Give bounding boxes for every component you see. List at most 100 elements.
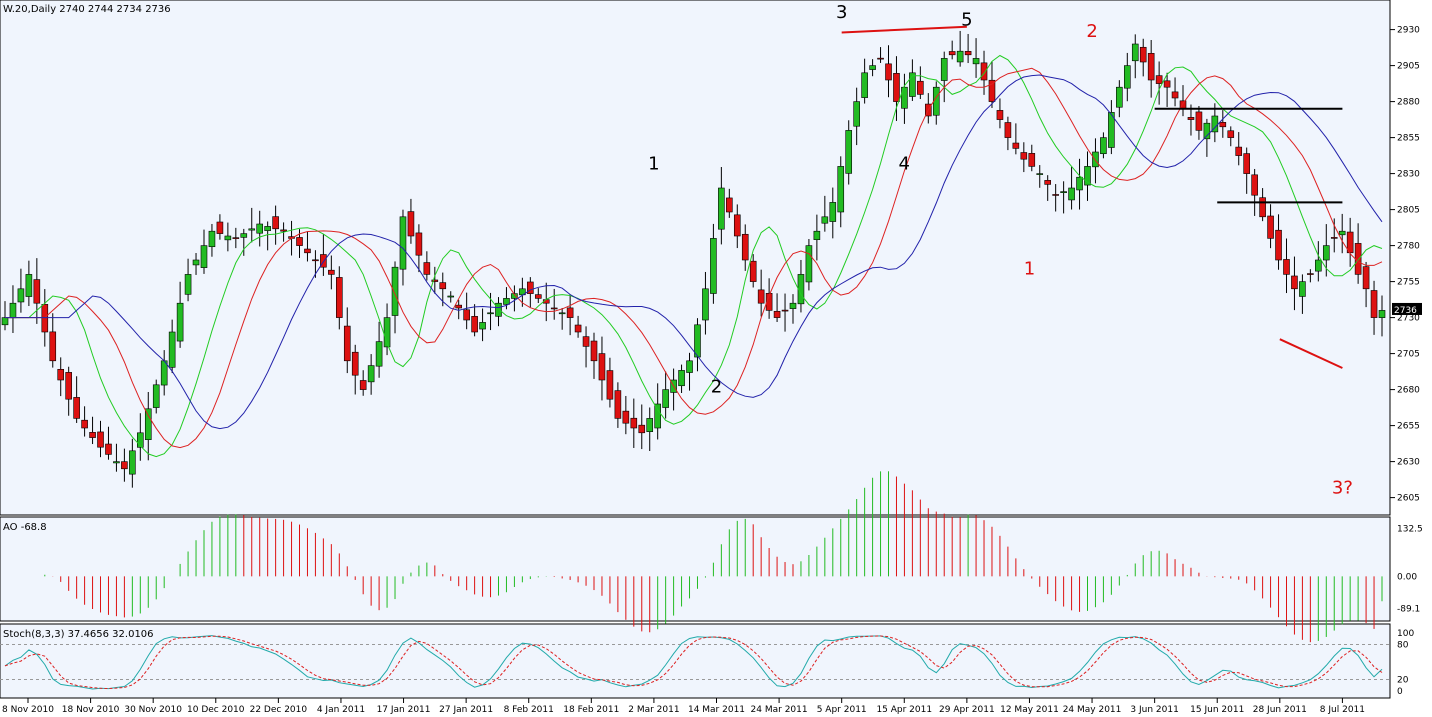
candle-body bbox=[1299, 281, 1306, 297]
candle-body bbox=[113, 461, 120, 464]
price-title: W.20,Daily 2740 2744 2734 2736 bbox=[3, 4, 171, 15]
date-tick-label: 28 Jun 2011 bbox=[1253, 705, 1307, 715]
candle-body bbox=[1068, 187, 1075, 201]
candle-body bbox=[877, 57, 884, 60]
candle-body bbox=[996, 110, 1004, 120]
candle-body bbox=[765, 293, 773, 311]
candle-body bbox=[813, 230, 821, 240]
candle-body bbox=[168, 331, 176, 368]
date-tick-label: 18 Nov 2010 bbox=[62, 705, 120, 715]
date-tick-label: 8 Jul 2011 bbox=[1320, 705, 1365, 715]
date-tick-label: 10 Dec 2010 bbox=[187, 705, 245, 715]
candle-body bbox=[1315, 259, 1322, 272]
stoch-main-line bbox=[4, 635, 1383, 690]
candle-body bbox=[359, 380, 367, 390]
candle-body bbox=[240, 233, 248, 238]
price-panel bbox=[0, 0, 1391, 516]
candle-body bbox=[1155, 75, 1163, 84]
candle-body bbox=[1171, 91, 1179, 99]
candle-body bbox=[336, 277, 343, 318]
candle-body bbox=[710, 238, 717, 294]
candle-body bbox=[630, 417, 638, 429]
candle-body bbox=[447, 295, 455, 298]
wave-label: 1 bbox=[1024, 258, 1035, 279]
candle-body bbox=[1259, 197, 1266, 218]
candle-body bbox=[184, 274, 192, 295]
price-tick-label: 2805 bbox=[1397, 206, 1420, 216]
candle-body bbox=[582, 336, 590, 347]
last-price-box bbox=[1392, 302, 1422, 315]
candle-body bbox=[463, 309, 470, 321]
candle-body bbox=[606, 370, 614, 400]
candle-body bbox=[1139, 46, 1147, 63]
candle-body bbox=[1291, 275, 1298, 290]
candle-body bbox=[909, 72, 916, 97]
candle-body bbox=[702, 288, 709, 321]
candle-body bbox=[216, 221, 224, 234]
candle-body bbox=[821, 216, 829, 224]
candle-body bbox=[726, 197, 733, 213]
candle-body bbox=[781, 309, 789, 312]
candle-body bbox=[1108, 112, 1115, 148]
candle-body bbox=[399, 216, 407, 270]
candle-body bbox=[17, 288, 25, 303]
candle-body bbox=[1267, 215, 1274, 239]
candle-body bbox=[853, 101, 860, 127]
price-tick-label: 2855 bbox=[1397, 134, 1420, 144]
candle-body bbox=[1012, 142, 1020, 149]
candle-body bbox=[144, 408, 152, 440]
candle-body bbox=[487, 312, 494, 315]
candle-body bbox=[749, 260, 757, 282]
date-tick-label: 24 Mar 2011 bbox=[751, 705, 808, 715]
stochastic-lines bbox=[0, 635, 1390, 690]
candle-body bbox=[1203, 122, 1211, 140]
candle-body bbox=[550, 307, 558, 310]
candle-body bbox=[232, 237, 240, 239]
candle-body bbox=[741, 233, 749, 261]
candle-body bbox=[192, 259, 200, 266]
trend-line bbox=[841, 25, 967, 34]
candle-body bbox=[940, 58, 948, 81]
candle-body bbox=[1307, 273, 1314, 275]
candle-body bbox=[718, 187, 725, 230]
date-tick-label: 29 Apr 2011 bbox=[939, 705, 995, 715]
candle-body bbox=[1052, 194, 1059, 196]
candle-body bbox=[1044, 180, 1051, 185]
wave-label: 5 bbox=[961, 9, 972, 30]
candle-body bbox=[272, 216, 279, 230]
candle-body bbox=[312, 259, 319, 262]
candle-body bbox=[343, 325, 351, 362]
trend-lines bbox=[841, 25, 1343, 369]
wave-label: 2 bbox=[711, 376, 722, 397]
ma-slow-line bbox=[5, 74, 1383, 430]
candle-body bbox=[248, 228, 256, 231]
candle-body bbox=[805, 245, 813, 283]
date-tick-label: 22 Dec 2010 bbox=[250, 705, 308, 715]
date-tick-label: 15 Jun 2011 bbox=[1190, 705, 1244, 715]
date-tick-label: 2 Mar 2011 bbox=[628, 705, 679, 715]
price-tick-label: 2780 bbox=[1397, 242, 1420, 252]
candle-body bbox=[1330, 237, 1338, 239]
candle-body bbox=[439, 282, 447, 290]
date-tick-label: 18 Feb 2011 bbox=[563, 705, 619, 715]
candle-body bbox=[351, 351, 359, 376]
candle-body bbox=[121, 461, 128, 470]
candle-body bbox=[1, 317, 9, 326]
candle-body bbox=[1362, 266, 1370, 290]
candle-body bbox=[89, 432, 96, 438]
stoch-signal-line bbox=[4, 635, 1383, 690]
candle-body bbox=[574, 324, 582, 333]
candle-body bbox=[367, 365, 375, 383]
candle-body bbox=[1084, 166, 1091, 186]
candle-body bbox=[1370, 290, 1378, 318]
date-tick-label: 8 Nov 2010 bbox=[2, 705, 54, 715]
wave-labels: 1 2 3 4 5 1 2 3? bbox=[648, 2, 1353, 498]
candle-body bbox=[328, 269, 335, 275]
candle-body bbox=[948, 51, 956, 56]
wave-label: 1 bbox=[648, 153, 659, 174]
price-tick-label: 2605 bbox=[1397, 494, 1420, 504]
stoch-panel bbox=[0, 623, 1391, 699]
wave-label: 2 bbox=[1086, 21, 1097, 42]
candle-body bbox=[598, 353, 606, 381]
